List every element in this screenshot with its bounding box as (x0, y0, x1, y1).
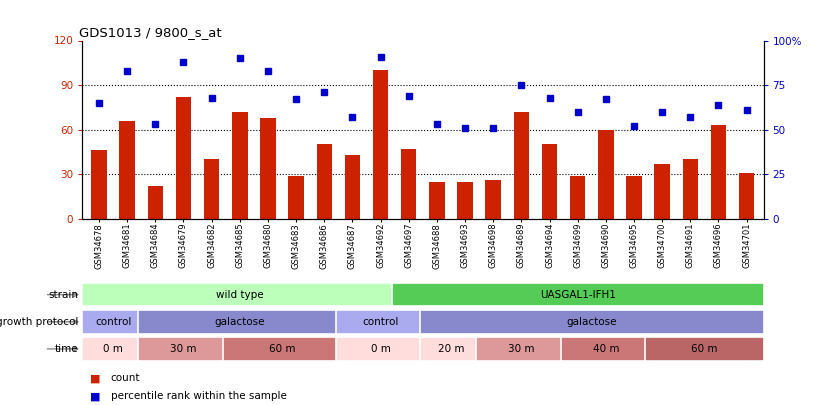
Bar (176, 97, 191, 219)
Bar (222, 337, 342, 361)
Bar (514, 112, 529, 219)
Bar (139, 337, 228, 361)
Bar (260, 118, 276, 219)
Bar (345, 155, 360, 219)
Text: ■: ■ (90, 373, 101, 383)
Bar (317, 145, 332, 219)
Bar (542, 145, 557, 219)
Text: time: time (54, 344, 78, 354)
Bar (288, 176, 304, 219)
Bar (392, 283, 764, 307)
Text: 20 m: 20 m (438, 344, 464, 354)
Bar (91, 150, 107, 219)
Bar (476, 337, 566, 361)
Bar (599, 130, 613, 219)
Bar (682, 159, 698, 219)
Bar (82, 337, 144, 361)
Bar (654, 164, 670, 219)
Bar (336, 310, 425, 334)
Bar (626, 176, 642, 219)
Bar (420, 310, 764, 334)
Text: control: control (362, 317, 399, 327)
Bar (570, 176, 585, 219)
Bar (420, 337, 482, 361)
Text: percentile rank within the sample: percentile rank within the sample (111, 392, 287, 401)
Text: ■: ■ (90, 392, 101, 401)
Text: galactose: galactose (566, 317, 617, 327)
Text: UASGAL1-IFH1: UASGAL1-IFH1 (539, 290, 616, 300)
Bar (139, 310, 342, 334)
Bar (429, 181, 445, 219)
Text: 0 m: 0 m (370, 344, 391, 354)
Bar (645, 337, 764, 361)
Text: strain: strain (48, 290, 78, 300)
Bar (739, 173, 754, 219)
Bar (561, 337, 651, 361)
Text: 60 m: 60 m (268, 344, 296, 354)
Bar (373, 70, 388, 219)
Bar (82, 283, 397, 307)
Bar (336, 337, 425, 361)
Bar (82, 310, 144, 334)
Bar (711, 125, 727, 219)
Text: control: control (95, 317, 131, 327)
Text: count: count (111, 373, 140, 383)
Text: 0 m: 0 m (103, 344, 123, 354)
Bar (485, 180, 501, 219)
Bar (148, 186, 163, 219)
Text: GDS1013 / 9800_s_at: GDS1013 / 9800_s_at (79, 26, 222, 39)
Bar (401, 149, 416, 219)
Bar (204, 159, 219, 219)
Text: galactose: galactose (214, 317, 265, 327)
Text: 30 m: 30 m (170, 344, 197, 354)
Text: wild type: wild type (216, 290, 264, 300)
Text: growth protocol: growth protocol (0, 317, 78, 327)
Text: 40 m: 40 m (593, 344, 619, 354)
Bar (119, 121, 135, 219)
Bar (457, 181, 473, 219)
Text: 60 m: 60 m (691, 344, 718, 354)
Bar (232, 112, 247, 219)
Text: 30 m: 30 m (508, 344, 534, 354)
